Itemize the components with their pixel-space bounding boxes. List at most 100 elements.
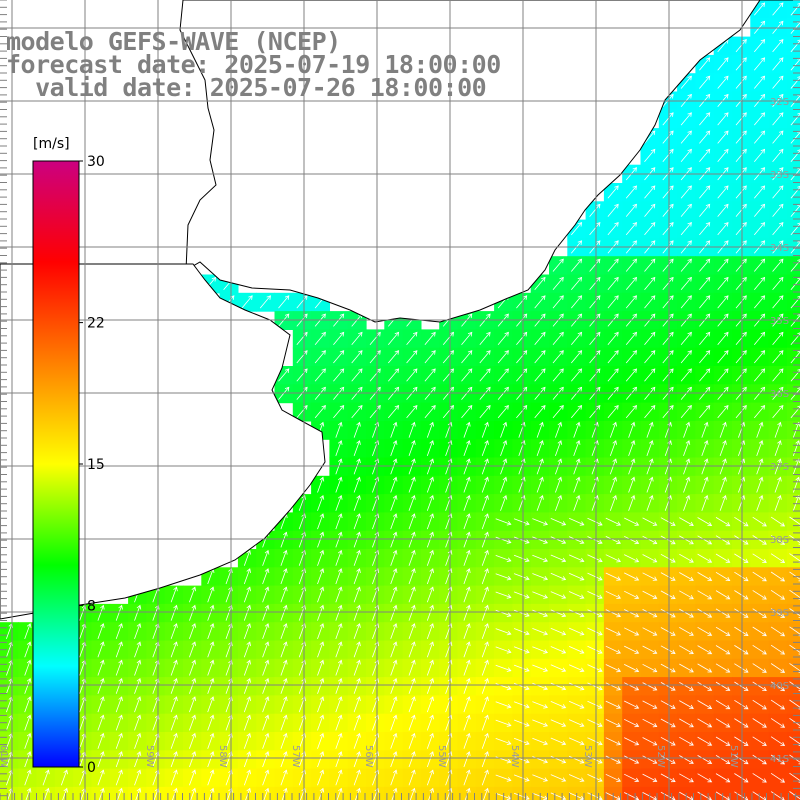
wind-arrow <box>335 494 343 511</box>
latitude-label: 35S <box>770 316 789 327</box>
wind-arrow <box>296 368 308 382</box>
wind-speed-cell <box>402 384 422 404</box>
wind-arrow <box>280 568 288 585</box>
wind-arrow <box>752 590 767 600</box>
wind-arrow <box>715 645 731 655</box>
wind-arrow <box>662 130 674 144</box>
wind-speed-cell <box>695 366 715 385</box>
wind-arrow <box>243 641 251 658</box>
wind-arrow <box>753 258 766 272</box>
wind-speed-cell <box>585 219 605 239</box>
wind-arrow <box>243 549 251 566</box>
wind-arrow <box>426 513 434 530</box>
wind-speed-cell <box>732 347 751 367</box>
wind-speed-cell <box>732 54 751 74</box>
wind-speed-cell <box>347 402 367 422</box>
wind-arrow <box>495 536 512 544</box>
wind-speed-cell <box>640 329 660 349</box>
wind-arrow <box>734 773 749 783</box>
wind-arrow <box>735 185 747 199</box>
wind-arrow <box>24 623 32 640</box>
wind-arrow <box>426 440 434 457</box>
wind-arrow <box>625 295 637 309</box>
wind-arrow <box>568 646 585 654</box>
wind-arrow <box>390 604 398 621</box>
wind-speed-cell <box>256 786 276 800</box>
wind-arrow <box>24 732 32 749</box>
wind-arrow <box>426 604 434 621</box>
wind-speed-cell <box>768 183 788 202</box>
wind-arrow <box>243 732 251 749</box>
wind-arrow <box>752 699 767 710</box>
wind-arrow <box>625 350 637 364</box>
wind-arrow <box>513 628 530 636</box>
wind-arrow <box>573 458 581 475</box>
wind-arrow <box>208 787 215 800</box>
wind-arrow <box>390 476 398 493</box>
wind-speed-cell <box>677 109 696 129</box>
wind-arrow <box>628 458 636 475</box>
wind-arrow <box>715 681 731 691</box>
wind-arrow <box>262 769 270 786</box>
wind-speed-cell <box>549 402 568 422</box>
wind-arrow <box>628 476 636 493</box>
wind-arrow <box>424 368 436 382</box>
wind-arrow <box>699 75 711 89</box>
wind-arrow <box>642 700 658 709</box>
wind-arrow <box>770 608 786 618</box>
wind-speed-cell <box>457 347 477 367</box>
wind-arrow <box>772 75 784 89</box>
wind-arrow <box>717 57 729 71</box>
wind-arrow <box>624 755 640 764</box>
wind-arrow <box>605 609 622 618</box>
wind-arrow <box>314 331 326 345</box>
wind-arrow <box>570 295 583 309</box>
wind-speed-cell <box>786 658 800 678</box>
wind-arrow <box>644 350 656 364</box>
wind-speed-cell <box>622 329 642 349</box>
wind-arrow <box>699 112 711 126</box>
wind-arrow <box>97 714 105 731</box>
wind-arrow <box>207 659 215 676</box>
wind-arrow <box>717 295 729 309</box>
wind-speed-cell <box>549 274 568 294</box>
wind-speed-cell <box>750 183 770 202</box>
wind-arrow <box>680 258 692 272</box>
wind-arrow <box>753 148 766 162</box>
wind-arrow <box>605 572 622 581</box>
wind-arrow <box>513 792 530 800</box>
wind-speed-cell <box>695 201 715 221</box>
wind-arrow <box>679 663 694 673</box>
latitude-label: 41S <box>770 754 789 765</box>
wind-speed-cell <box>494 347 513 367</box>
wind-arrow <box>335 531 343 548</box>
wind-arrow <box>753 185 766 199</box>
wind-speed-cell <box>494 384 513 404</box>
wind-arrow <box>481 751 489 768</box>
wind-arrow <box>317 696 325 713</box>
wind-arrow <box>591 476 599 493</box>
wind-speed-cell <box>713 292 733 312</box>
wind-speed-cell <box>402 366 422 385</box>
wind-arrow <box>701 476 709 493</box>
wind-arrow <box>353 641 361 658</box>
wind-speed-cell <box>732 402 751 422</box>
wind-speed-cell <box>713 256 733 276</box>
wind-arrow <box>573 494 581 511</box>
wind-arrow <box>774 458 782 475</box>
wind-arrow <box>642 645 658 654</box>
wind-arrow <box>679 755 694 764</box>
wind-speed-cell <box>622 201 642 221</box>
wind-speed-cell <box>713 384 733 404</box>
wind-arrow <box>189 623 197 640</box>
wind-arrow <box>735 258 747 272</box>
wind-arrow <box>481 513 489 530</box>
wind-arrow <box>335 751 343 768</box>
wind-arrow <box>790 204 800 217</box>
wind-arrow <box>717 331 729 345</box>
wind-arrow <box>699 203 711 217</box>
latitude-label: 34S <box>770 243 789 254</box>
wind-arrow <box>24 659 32 676</box>
wind-arrow <box>207 769 215 786</box>
